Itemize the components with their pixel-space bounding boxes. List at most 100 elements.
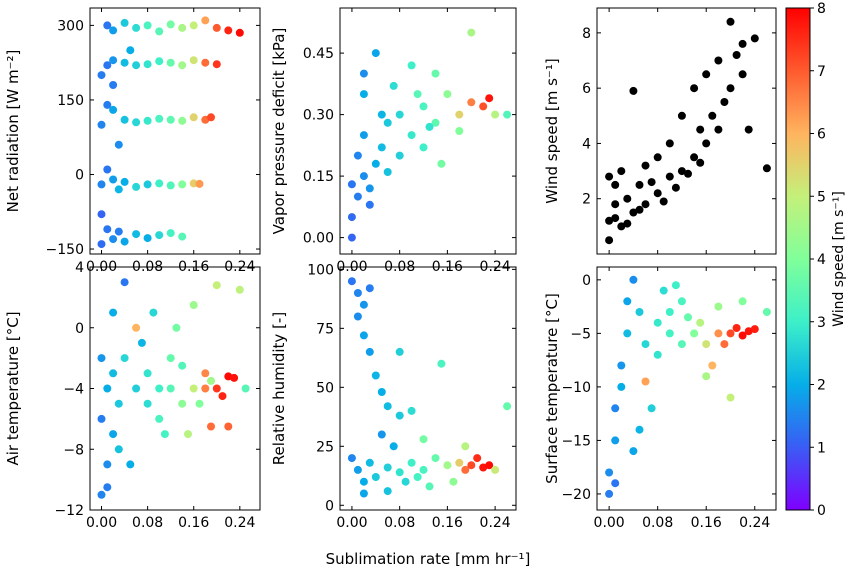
y-tick-label: 4 bbox=[75, 260, 84, 276]
data-point bbox=[413, 90, 422, 99]
data-point bbox=[359, 131, 368, 140]
data-point bbox=[696, 158, 705, 167]
x-tick-label: 0.08 bbox=[132, 515, 163, 531]
x-tick-label: 0.24 bbox=[224, 515, 255, 531]
data-point bbox=[629, 86, 638, 95]
data-point bbox=[132, 23, 141, 32]
data-point bbox=[143, 369, 152, 378]
data-point bbox=[611, 404, 620, 413]
data-point bbox=[389, 81, 398, 90]
y-tick-label: 0 bbox=[582, 273, 591, 289]
data-point bbox=[491, 465, 500, 474]
y-tick-label: −10 bbox=[561, 380, 591, 396]
data-point bbox=[690, 329, 699, 338]
data-point bbox=[677, 297, 686, 306]
data-point bbox=[114, 185, 123, 194]
data-point bbox=[178, 116, 187, 125]
data-point bbox=[166, 181, 175, 190]
y-tick-label: 150 bbox=[57, 93, 84, 109]
data-point bbox=[605, 216, 614, 225]
y-tick-label: −15 bbox=[561, 433, 591, 449]
data-point bbox=[359, 69, 368, 78]
colorbar-gradient bbox=[785, 7, 811, 511]
x-tick-label: 0.24 bbox=[480, 515, 511, 531]
data-point bbox=[696, 318, 705, 327]
data-point bbox=[97, 180, 106, 189]
data-point bbox=[377, 388, 386, 396]
data-point bbox=[166, 384, 175, 393]
data-point bbox=[395, 468, 404, 477]
x-tick-label: 0.16 bbox=[691, 515, 722, 531]
data-point bbox=[120, 115, 129, 124]
data-point bbox=[347, 233, 356, 242]
data-point bbox=[623, 194, 632, 203]
data-point bbox=[419, 435, 428, 444]
data-point bbox=[726, 393, 735, 402]
data-point bbox=[207, 113, 215, 122]
y-tick-label: 300 bbox=[57, 18, 84, 34]
data-point bbox=[690, 84, 699, 93]
y-tick-label: 0.15 bbox=[303, 169, 334, 185]
data-point bbox=[178, 361, 187, 370]
data-point bbox=[641, 161, 650, 170]
data-point bbox=[437, 159, 446, 168]
data-point bbox=[120, 177, 129, 186]
data-point bbox=[143, 116, 152, 125]
data-point bbox=[365, 284, 374, 293]
data-point bbox=[143, 399, 152, 408]
y-axis-label: Net radiation [W m⁻²] bbox=[4, 50, 22, 213]
data-point bbox=[383, 463, 392, 472]
data-point bbox=[461, 465, 470, 474]
data-point bbox=[641, 200, 650, 209]
data-point bbox=[732, 324, 741, 332]
panel-air-temperature: 0.00 0.08 0.16 0.24 −12 −8 −4 0 4 Air temperature… bbox=[4, 260, 261, 531]
y-axis-label: Vapor pressure deficit [kPa] bbox=[270, 28, 288, 235]
data-point bbox=[708, 361, 717, 370]
axes-frame bbox=[89, 266, 261, 511]
data-point bbox=[485, 461, 494, 470]
x-tick-label: 0.00 bbox=[86, 515, 117, 531]
data-point bbox=[218, 392, 227, 401]
data-point bbox=[120, 237, 129, 246]
data-point bbox=[641, 377, 650, 386]
data-point bbox=[395, 151, 404, 160]
data-point bbox=[491, 110, 500, 119]
data-point bbox=[653, 153, 662, 162]
data-point bbox=[383, 118, 392, 127]
data-point bbox=[431, 454, 440, 463]
panel-wind-speed: 2 4 6 8 Wind speed [m s⁻¹] bbox=[543, 7, 777, 255]
data-point bbox=[455, 127, 464, 135]
data-point bbox=[353, 192, 362, 201]
y-tick-label: −5 bbox=[570, 326, 591, 342]
data-point bbox=[659, 286, 668, 295]
data-point bbox=[109, 175, 118, 184]
data-point bbox=[126, 46, 135, 55]
data-point bbox=[109, 430, 118, 439]
data-point bbox=[195, 179, 204, 188]
data-point bbox=[109, 56, 118, 65]
colorbar-tick-label: 2 bbox=[817, 378, 826, 394]
data-point bbox=[395, 110, 404, 119]
data-point bbox=[212, 23, 221, 32]
data-point bbox=[235, 28, 244, 37]
data-point bbox=[635, 308, 644, 316]
data-point bbox=[401, 477, 410, 486]
data-point bbox=[702, 70, 711, 79]
data-point bbox=[109, 369, 118, 378]
data-point bbox=[696, 125, 705, 134]
data-point bbox=[671, 281, 680, 290]
data-point bbox=[605, 236, 614, 245]
data-point bbox=[485, 94, 494, 103]
data-point bbox=[665, 329, 674, 338]
y-tick-label: 0 bbox=[325, 498, 334, 514]
data-point bbox=[467, 98, 476, 107]
data-point bbox=[419, 102, 428, 111]
y-axis-label: Air temperature [°C] bbox=[4, 311, 22, 465]
data-point bbox=[155, 27, 164, 36]
data-point bbox=[155, 384, 164, 393]
data-point bbox=[365, 458, 374, 467]
data-point bbox=[160, 430, 169, 439]
data-point bbox=[155, 57, 164, 66]
data-point bbox=[467, 28, 476, 37]
